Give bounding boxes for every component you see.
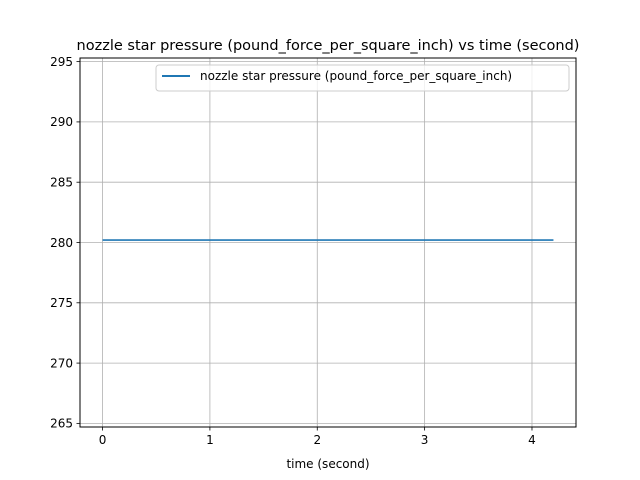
grid-layer (80, 58, 576, 427)
x-tick-label: 0 (99, 433, 107, 447)
legend-entry-label: nozzle star pressure (pound_force_per_sq… (200, 69, 512, 83)
x-axis-label: time (second) (286, 457, 369, 471)
x-tick-label: 4 (528, 433, 536, 447)
legend-box (155, 64, 570, 92)
y-tick-label: 275 (50, 296, 73, 310)
y-tick-label: 295 (50, 55, 73, 69)
x-tick-label: 3 (421, 433, 429, 447)
chart-title: nozzle star pressure (pound_force_per_sq… (77, 38, 580, 54)
y-tick-label: 270 (50, 356, 73, 370)
legend: nozzle star pressure (pound_force_per_sq… (155, 64, 570, 92)
y-tick-label: 280 (50, 236, 73, 250)
y-tick-label: 285 (50, 176, 73, 190)
y-tick-label: 265 (50, 417, 73, 431)
tick-layer: 0 1 2 3 4 265 270 275 280 285 290 295 (50, 55, 536, 447)
x-tick-label: 1 (206, 433, 214, 447)
y-tick-label: 290 (50, 115, 73, 129)
x-tick-label: 2 (313, 433, 321, 447)
